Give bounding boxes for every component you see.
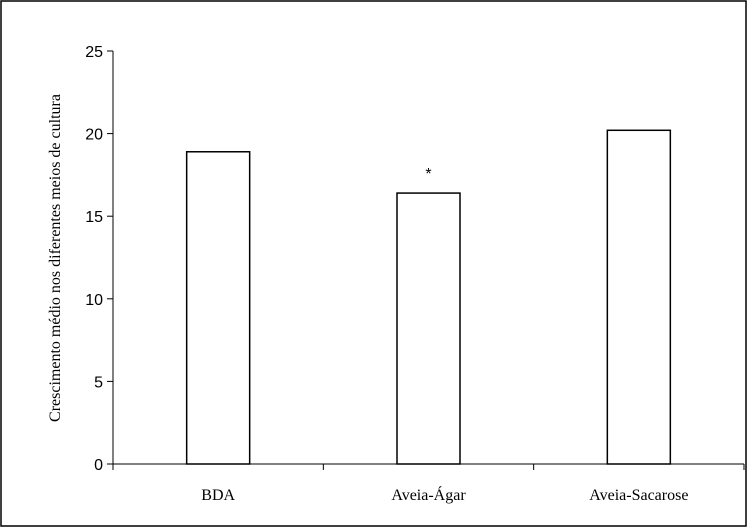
plot-area: 0 5 10 15 20 25 BDA Aveia-Ágar Aveia-Sacarose * [85, 44, 745, 504]
y-tick-label: 10 [85, 292, 103, 309]
y-tick-label: 5 [94, 374, 103, 391]
bar [396, 192, 461, 465]
bar [185, 151, 251, 465]
significance-marker: * [425, 166, 431, 183]
y-axis-label: Crescimento médio nos diferentes meios d… [47, 94, 64, 422]
x-tick-label: BDA [201, 487, 235, 504]
x-tick-label: Aveia-Ágar [391, 485, 466, 504]
y-tick-label: 15 [85, 209, 103, 226]
bar [606, 129, 672, 465]
x-tick-label: Aveia-Sacarose [589, 487, 688, 504]
y-tick-label: 25 [85, 44, 103, 61]
y-tick-label: 20 [85, 127, 103, 144]
y-tick-label: 0 [94, 457, 103, 474]
